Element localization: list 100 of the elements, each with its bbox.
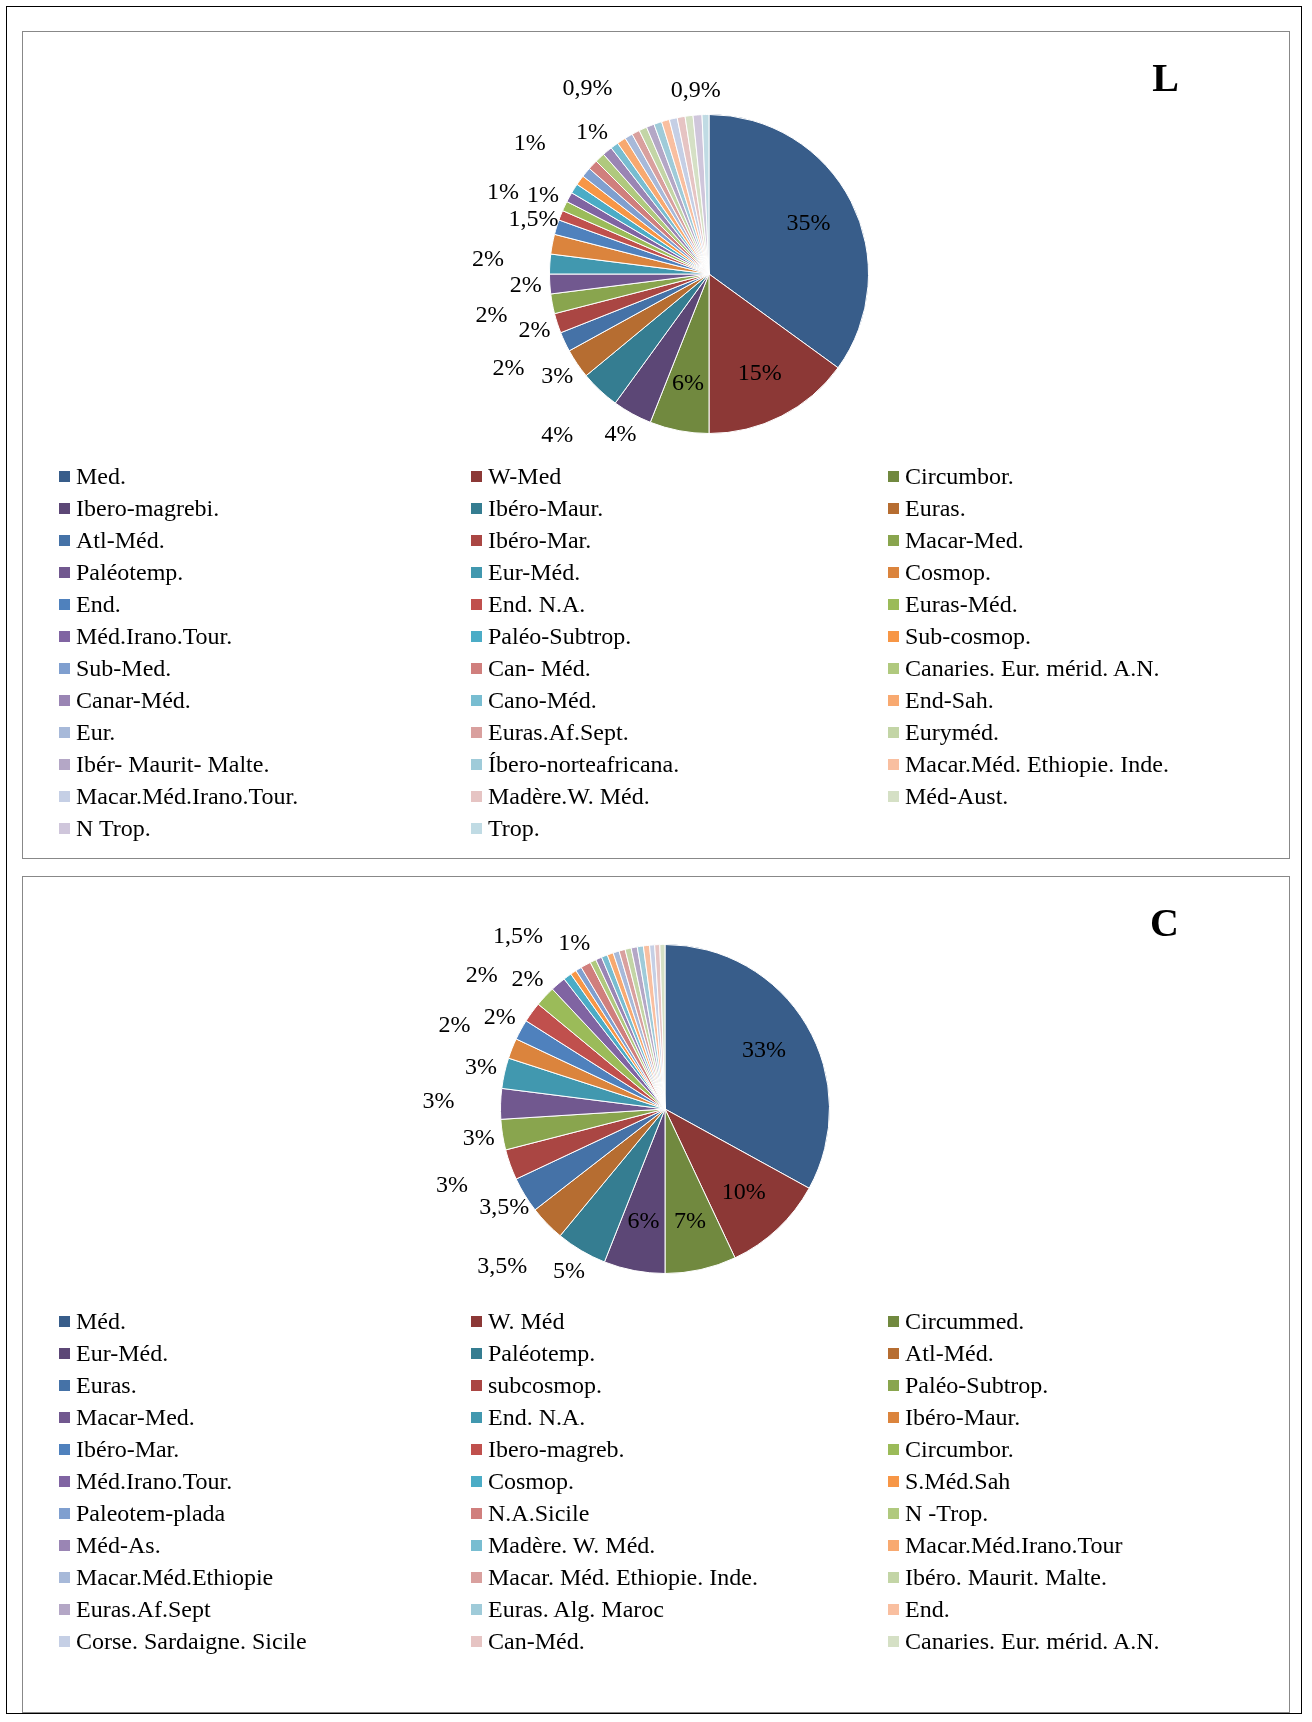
data-label: 1,5% [508,205,559,232]
chart-title: L [1152,54,1179,101]
data-label: 1% [558,929,591,956]
legend-label: W. Méd [487,1307,566,1336]
legend-label: W-Med [487,462,563,491]
legend-label: Canar-Méd. [75,686,192,715]
legend-label: Circummed. [904,1307,1026,1336]
data-label: 1% [526,181,559,208]
legend-label: Ibero-magreb. [487,1435,626,1464]
legend-label: Macar.Méd. Ethiopie. Inde. [904,750,1170,779]
legend-label: Ibero-magrebi. [75,494,221,523]
legend-label: Circumbor. [904,462,1015,491]
legend-label: Canaries. Eur. mérid. A.N. [904,654,1161,683]
legend-label: Can-Méd. [487,1627,586,1656]
legend-label: Corse. Sardaigne. Sicile [75,1627,308,1656]
data-label: 1% [576,117,609,144]
data-label: 33% [742,1035,787,1062]
legend-label: End. N.A. [487,590,587,619]
legend-label: Méd-As. [75,1531,162,1560]
legend-label: Macar-Med. [904,526,1025,555]
legend-label: Ibéro-Mar. [75,1435,181,1464]
legend-label: Méd. [75,1307,127,1336]
data-label: 35% [786,208,831,235]
data-label: 2% [475,300,508,327]
data-label: 2% [465,961,498,988]
data-label: 0,9% [562,74,613,101]
legend-label: Cosmop. [487,1467,575,1496]
legend-label: subcosmop. [487,1371,603,1400]
legend-label: Med. [75,462,127,491]
legend-label: Euras.Af.Sept. [487,718,630,747]
legend-label: Canaries. Eur. mérid. A.N. [904,1627,1161,1656]
legend-label: Macar-Med. [75,1403,196,1432]
legend-label: N Trop. [75,814,152,843]
legend-label: Macar.Méd.Irano.Tour. [75,782,300,811]
data-label: 1% [513,129,546,156]
legend-label: Eur-Méd. [487,558,582,587]
legend-label: End. N.A. [487,1403,587,1432]
legend-label: Atl-Méd. [75,526,166,555]
legend-label: N.A.Sicile [487,1499,591,1528]
legend-label: Macar. Méd. Ethiopie. Inde. [487,1563,759,1592]
legend-label: Paléo-Subtrop. [487,622,633,651]
legend-label: Sub-Med. [75,654,173,683]
legend-label: Madère. W. Méd. [487,1531,657,1560]
data-label: 1,5% [492,922,543,949]
data-label: 3% [435,1171,468,1198]
data-label: 6% [672,368,705,395]
data-label: 2% [511,965,544,992]
data-label: 4% [604,420,637,447]
legend-label: Cano-Méd. [487,686,598,715]
legend-label: Euryméd. [904,718,1000,747]
legend-label: Macar.Méd.Ethiopie [75,1563,275,1592]
legend-label: Can- Méd. [487,654,592,683]
legend-label: Circumbor. [904,1435,1015,1464]
legend-label: Cosmop. [904,558,992,587]
legend-label: Paléo-Subtrop. [904,1371,1050,1400]
legend-label: N -Trop. [904,1499,990,1528]
data-label: 5% [553,1256,586,1283]
legend-label: Paleotem-plada [75,1499,227,1528]
data-label: 7% [674,1206,707,1233]
legend-label: End. [75,590,122,619]
legend-label: Macar.Méd.Irano.Tour [904,1531,1124,1560]
legend-label: Paléotemp. [487,1339,597,1368]
data-label: 10% [721,1178,766,1205]
data-label: 2% [492,353,525,380]
legend-label: Euras.Af.Sept [75,1595,212,1624]
legend-label: Paléotemp. [75,558,185,587]
data-label: 2% [518,316,551,342]
legend-label: Atl-Méd. [904,1339,995,1368]
legend-label: Méd.Irano.Tour. [75,1467,234,1496]
legend-label: Euras. [75,1371,138,1400]
legend-label: Ibéro-Maur. [487,494,605,523]
legend-label: End. [904,1595,951,1624]
data-label: 2% [471,245,504,272]
data-label: 3,5% [477,1251,528,1278]
data-label: 3% [541,362,574,389]
legend-label: Madère.W. Méd. [487,782,651,811]
legend-label: Ibéro-Maur. [904,1403,1022,1432]
data-label: 15% [737,358,782,385]
legend-label: End-Sah. [904,686,995,715]
data-label: 3% [422,1087,455,1114]
legend-label: Eur. [75,718,117,747]
data-label: 3% [462,1123,495,1150]
legend-label: Íbero-norteafricana. [487,750,681,779]
legend-label: Ibér- Maurit- Malte. [75,750,271,779]
legend-label: Eur-Méd. [75,1339,170,1368]
legend-label: Trop. [487,814,541,843]
legend-label: Méd.Irano.Tour. [75,622,234,651]
legend-label: S.Méd.Sah [904,1467,1012,1496]
legend-label: Euras-Méd. [904,590,1019,619]
chart-title: C [1150,899,1179,946]
legend-label: Méd-Aust. [904,782,1010,811]
data-label: 3% [465,1053,498,1080]
data-label: 2% [483,1003,516,1030]
data-label: 4% [541,420,574,447]
data-label: 2% [438,1010,471,1037]
legend-label: Sub-cosmop. [904,622,1032,651]
data-label: 6% [627,1207,660,1234]
data-label: 1% [487,177,520,204]
data-label: 0,9% [670,76,721,103]
legend-label: Ibéro-Mar. [487,526,593,555]
